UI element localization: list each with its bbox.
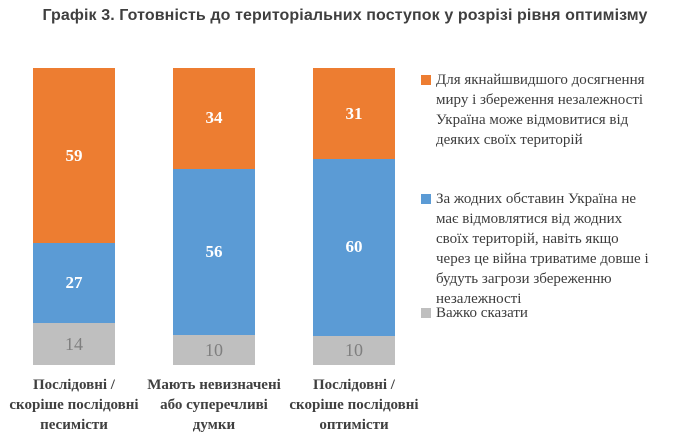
bar-segment-no-concessions: 27 <box>33 243 115 324</box>
bar-optimists: 31 60 10 <box>313 68 395 365</box>
legend-item-no-concessions: За жодних обставин Україна не має відмов… <box>421 189 656 309</box>
category-label-optimists: Послідовні / скоріше послідовні оптиміст… <box>289 377 419 433</box>
legend-item-hard-to-say: Важко сказати <box>421 303 656 323</box>
chart-title: Графік 3. Готовність до територіальних п… <box>42 7 648 24</box>
legend-item-concessions: Для якнайшвидшого досягнення миру і збер… <box>421 70 656 150</box>
category-axis: Послідовні / скоріше послідовні песиміст… <box>0 375 690 437</box>
value-label: 27 <box>65 273 83 293</box>
bar-pessimists: 59 27 14 <box>33 68 115 365</box>
value-label: 31 <box>345 103 363 123</box>
legend: Для якнайшвидшого досягнення миру і збер… <box>421 0 687 442</box>
bar-undecided: 34 56 10 <box>173 68 255 365</box>
legend-label: За жодних обставин Україна не має відмов… <box>436 191 649 307</box>
category-label-undecided: Мають невизначені або суперечливі думки <box>147 377 281 433</box>
bar-segment-concessions: 59 <box>33 68 115 244</box>
value-label: 10 <box>205 339 223 360</box>
category-label-pessimists: Послідовні / скоріше послідовні песиміст… <box>9 377 139 433</box>
value-label: 59 <box>65 145 83 165</box>
bar-segment-concessions: 34 <box>173 68 255 169</box>
bar-segment-hard-to-say: 10 <box>313 335 395 365</box>
legend-swatch-orange-icon <box>421 75 431 85</box>
value-label: 34 <box>205 108 223 128</box>
value-label: 60 <box>345 237 363 257</box>
value-label: 14 <box>65 333 83 354</box>
bar-segment-hard-to-say: 14 <box>33 323 115 365</box>
bar-segment-no-concessions: 56 <box>173 168 255 336</box>
legend-label: Для якнайшвидшого досягнення миру і збер… <box>436 72 645 148</box>
legend-swatch-gray-icon <box>421 308 431 318</box>
bar-segment-hard-to-say: 10 <box>173 335 255 365</box>
bar-segment-concessions: 31 <box>313 68 395 160</box>
plot-area: 59 27 14 34 56 10 31 60 <box>0 68 420 365</box>
legend-label: Важко сказати <box>436 305 528 321</box>
value-label: 56 <box>205 242 223 262</box>
legend-swatch-blue-icon <box>421 194 431 204</box>
bar-segment-no-concessions: 60 <box>313 159 395 336</box>
value-label: 10 <box>345 339 363 360</box>
